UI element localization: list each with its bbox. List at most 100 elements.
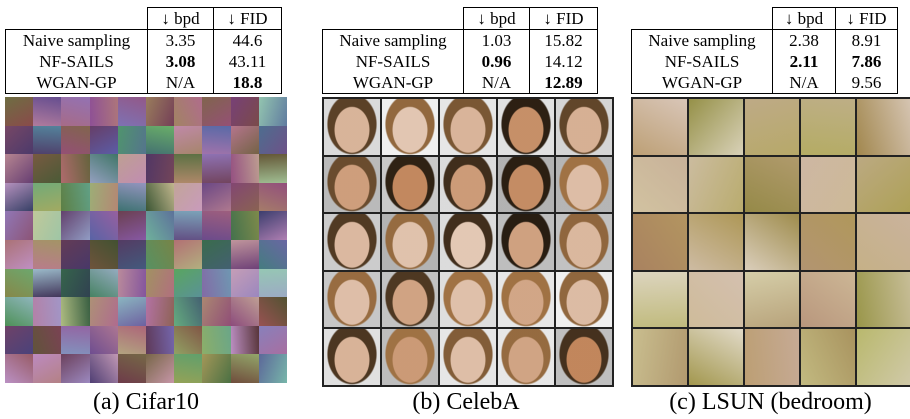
sample-image <box>5 97 33 126</box>
sample-image <box>202 183 230 212</box>
sample-image <box>202 211 230 240</box>
fid-value: 18.8 <box>214 72 282 94</box>
sample-image <box>633 157 687 213</box>
method-name: NF-SAILS <box>632 51 773 72</box>
column-header: ↓ FID <box>214 8 282 30</box>
fid-value: 8.91 <box>836 30 898 52</box>
bpd-value: N/A <box>464 72 530 94</box>
sample-grid <box>5 97 287 383</box>
sample-image <box>324 157 380 213</box>
sample-image <box>5 183 33 212</box>
sample-image <box>5 326 33 355</box>
sample-image <box>90 354 118 383</box>
sample-image <box>146 211 174 240</box>
sample-image <box>5 297 33 326</box>
sample-image <box>202 354 230 383</box>
caption: (a) Cifar10 <box>5 389 287 416</box>
sample-image <box>231 354 259 383</box>
sample-image <box>202 269 230 298</box>
sample-image <box>689 214 743 270</box>
method-name: Naive sampling <box>6 30 148 52</box>
sample-image <box>259 354 287 383</box>
sample-image <box>231 240 259 269</box>
sample-image <box>90 126 118 155</box>
sample-image <box>231 154 259 183</box>
sample-image <box>382 272 438 328</box>
sample-image <box>5 269 33 298</box>
corner-cell <box>632 8 773 30</box>
sample-image <box>231 183 259 212</box>
sample-image <box>801 157 855 213</box>
sample-image <box>745 157 799 213</box>
sample-image <box>231 211 259 240</box>
sample-image <box>90 211 118 240</box>
sample-image <box>5 211 33 240</box>
sample-image <box>801 272 855 328</box>
bpd-value: 0.96 <box>464 51 530 72</box>
sample-image <box>689 99 743 155</box>
sample-image <box>61 154 89 183</box>
sample-image <box>174 354 202 383</box>
sample-image <box>33 354 61 383</box>
sample-image <box>174 269 202 298</box>
sample-image <box>231 126 259 155</box>
sample-image <box>857 157 910 213</box>
sample-image <box>324 329 380 385</box>
column-header: ↓ bpd <box>464 8 530 30</box>
sample-image <box>146 154 174 183</box>
sample-image <box>745 272 799 328</box>
method-name: WGAN-GP <box>632 72 773 94</box>
caption: (b) CelebA <box>322 389 610 416</box>
sample-image <box>61 211 89 240</box>
sample-image <box>498 157 554 213</box>
sample-image <box>382 214 438 270</box>
sample-image <box>146 297 174 326</box>
sample-image <box>118 97 146 126</box>
sample-image <box>118 240 146 269</box>
bpd-value: N/A <box>148 72 214 94</box>
bpd-value: N/A <box>773 72 836 94</box>
table-header: ↓ bpd↓ FID <box>323 8 598 30</box>
sample-image <box>33 326 61 355</box>
sample-image <box>202 126 230 155</box>
bpd-value: 3.35 <box>148 30 214 52</box>
column-header: ↓ FID <box>836 8 898 30</box>
sample-image <box>857 272 910 328</box>
sample-image <box>202 97 230 126</box>
sample-image <box>61 269 89 298</box>
sample-image <box>633 272 687 328</box>
sample-image <box>259 240 287 269</box>
sample-image <box>118 297 146 326</box>
bpd-value: 2.11 <box>773 51 836 72</box>
sample-image <box>857 329 910 385</box>
sample-image <box>556 214 612 270</box>
sample-image <box>440 329 496 385</box>
sample-image <box>174 97 202 126</box>
sample-image <box>857 99 910 155</box>
sample-image <box>801 214 855 270</box>
sample-image <box>33 269 61 298</box>
table-header: ↓ bpd↓ FID <box>6 8 282 30</box>
sample-image <box>5 354 33 383</box>
fid-value: 44.6 <box>214 30 282 52</box>
sample-image <box>5 154 33 183</box>
sample-image <box>118 269 146 298</box>
sample-image <box>324 214 380 270</box>
fid-value: 43.11 <box>214 51 282 72</box>
sample-image <box>324 99 380 155</box>
sample-image <box>259 326 287 355</box>
sample-image <box>633 329 687 385</box>
sample-image <box>61 183 89 212</box>
sample-image <box>259 211 287 240</box>
sample-image <box>33 97 61 126</box>
sample-image <box>231 326 259 355</box>
sample-image <box>633 214 687 270</box>
method-name: NF-SAILS <box>6 51 148 72</box>
